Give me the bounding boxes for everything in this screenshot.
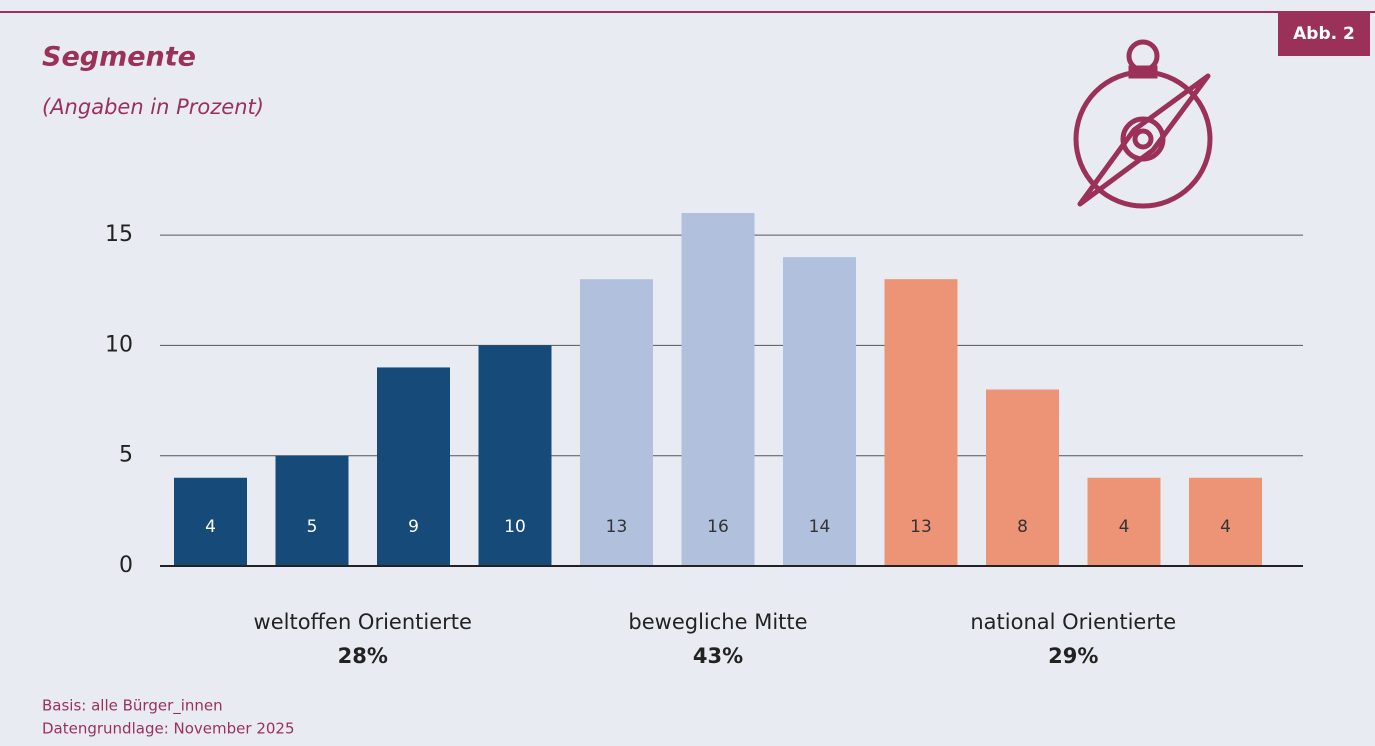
note: Basis: alle Bürger_innen bbox=[42, 697, 223, 716]
y-tick-label: 10 bbox=[105, 332, 133, 357]
group-share: 28% bbox=[338, 644, 388, 668]
y-tick-label: 15 bbox=[105, 222, 133, 247]
bar bbox=[783, 257, 856, 566]
compass-icon bbox=[1073, 39, 1213, 209]
chart-subtitle: (Angaben in Prozent) bbox=[42, 95, 264, 119]
data-label: 5 bbox=[307, 517, 318, 537]
note: Datengrundlage: November 2025 bbox=[42, 720, 295, 738]
badge-box bbox=[1278, 12, 1370, 56]
chart-title: Segmente bbox=[42, 42, 196, 73]
data-label: 9 bbox=[408, 517, 419, 537]
data-label: 4 bbox=[205, 517, 216, 537]
y-tick-label: 0 bbox=[119, 553, 133, 578]
group-label: bewegliche Mitte bbox=[628, 610, 807, 634]
data-label: 14 bbox=[809, 517, 831, 537]
group-share: 43% bbox=[693, 644, 743, 668]
bar bbox=[174, 477, 247, 566]
data-label: 10 bbox=[504, 517, 526, 537]
bar bbox=[580, 279, 653, 566]
bar bbox=[681, 213, 755, 566]
group-label: national Orientierte bbox=[970, 610, 1176, 634]
data-label: 13 bbox=[606, 517, 628, 537]
data-label: 13 bbox=[910, 517, 932, 537]
data-label: 8 bbox=[1017, 517, 1028, 537]
group-label: weltoffen Orientierte bbox=[254, 610, 472, 634]
bar bbox=[478, 345, 552, 566]
bar bbox=[1189, 477, 1262, 566]
bar bbox=[275, 455, 349, 566]
data-label: 16 bbox=[707, 517, 729, 537]
bar bbox=[377, 367, 450, 566]
data-label: 4 bbox=[1220, 517, 1231, 537]
badge: Abb. 2 bbox=[1293, 24, 1355, 44]
bar bbox=[986, 389, 1059, 566]
bar bbox=[1087, 477, 1161, 566]
bar bbox=[884, 279, 958, 566]
y-tick-label: 5 bbox=[119, 443, 133, 468]
data-label: 4 bbox=[1119, 517, 1130, 537]
group-share: 29% bbox=[1048, 644, 1098, 668]
